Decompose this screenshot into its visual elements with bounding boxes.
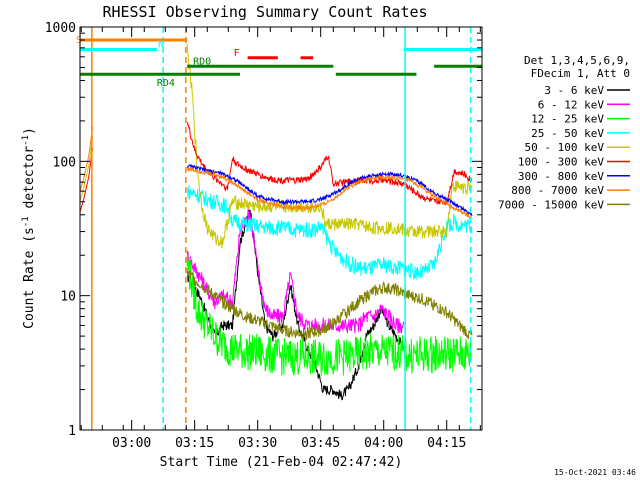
x-axis-label: Start Time (21-Feb-04 02:47:42) <box>160 455 403 470</box>
y-tick-label: 1 <box>68 424 76 439</box>
series-line <box>186 43 473 249</box>
early-series-line <box>80 126 94 192</box>
data-lines <box>80 27 473 430</box>
x-tick-label: 03:00 <box>112 436 151 451</box>
y-axis-label: Count Rate (s-1 detector-1) <box>21 127 37 329</box>
series-line <box>186 254 472 376</box>
series-line <box>186 121 473 206</box>
flag-label: N <box>158 39 164 50</box>
x-tick-label: 03:15 <box>175 436 214 451</box>
legend-entry-label: 800 - 7000 keV <box>511 184 604 197</box>
series-line <box>186 208 405 401</box>
footer-date: 15-Oct-2021 03:46 <box>554 468 636 477</box>
early-series-line <box>80 147 94 213</box>
x-tick-label: 03:30 <box>238 436 277 451</box>
flag-label: F <box>234 48 240 59</box>
x-tick-label: 03:45 <box>301 436 340 451</box>
legend-entry-label: 50 - 100 keV <box>525 141 605 154</box>
early-series-line <box>80 136 94 201</box>
x-tick-label: 04:15 <box>427 436 466 451</box>
chart-title: RHESSI Observing Summary Count Rates <box>102 3 427 21</box>
legend-entry-label: 12 - 25 keV <box>531 113 604 126</box>
flag-label: RD4 <box>157 78 175 89</box>
legend-entry-label: 25 - 50 keV <box>531 127 604 140</box>
series-line <box>186 163 473 217</box>
legend-entry-label: 3 - 6 keV <box>544 84 604 97</box>
plot-frame <box>79 26 483 431</box>
legend-entry-label: 100 - 300 keV <box>518 156 604 169</box>
legend-entry-label: 7000 - 15000 keV <box>498 198 604 211</box>
observing-segments: S N F RD0 RD4 <box>76 35 482 89</box>
legend-entry-label: 300 - 800 keV <box>518 170 604 183</box>
series-line <box>186 268 473 341</box>
series-line <box>186 166 473 219</box>
y-tick-label: 1000 <box>45 21 76 36</box>
y-tick-label: 100 <box>53 155 76 170</box>
legend-header: Det 1,3,4,5,6,9, <box>524 54 630 67</box>
y-tick-label: 10 <box>60 290 76 305</box>
legend-entry-label: 6 - 12 keV <box>538 98 605 111</box>
flag-label: S <box>76 35 82 46</box>
series-line <box>186 185 473 281</box>
legend-header: FDecim 1, Att 0 <box>531 67 630 80</box>
legend: Det 1,3,4,5,6,9,FDecim 1, Att 0 3 - 6 keV… <box>498 54 630 211</box>
series-line <box>186 208 405 334</box>
x-tick-label: 04:00 <box>364 436 403 451</box>
flag-label: RD0 <box>193 56 211 67</box>
axes: 1 10 100 1000 03:00 03:15 03:30 03:45 04:00 04:15 <box>45 21 482 451</box>
